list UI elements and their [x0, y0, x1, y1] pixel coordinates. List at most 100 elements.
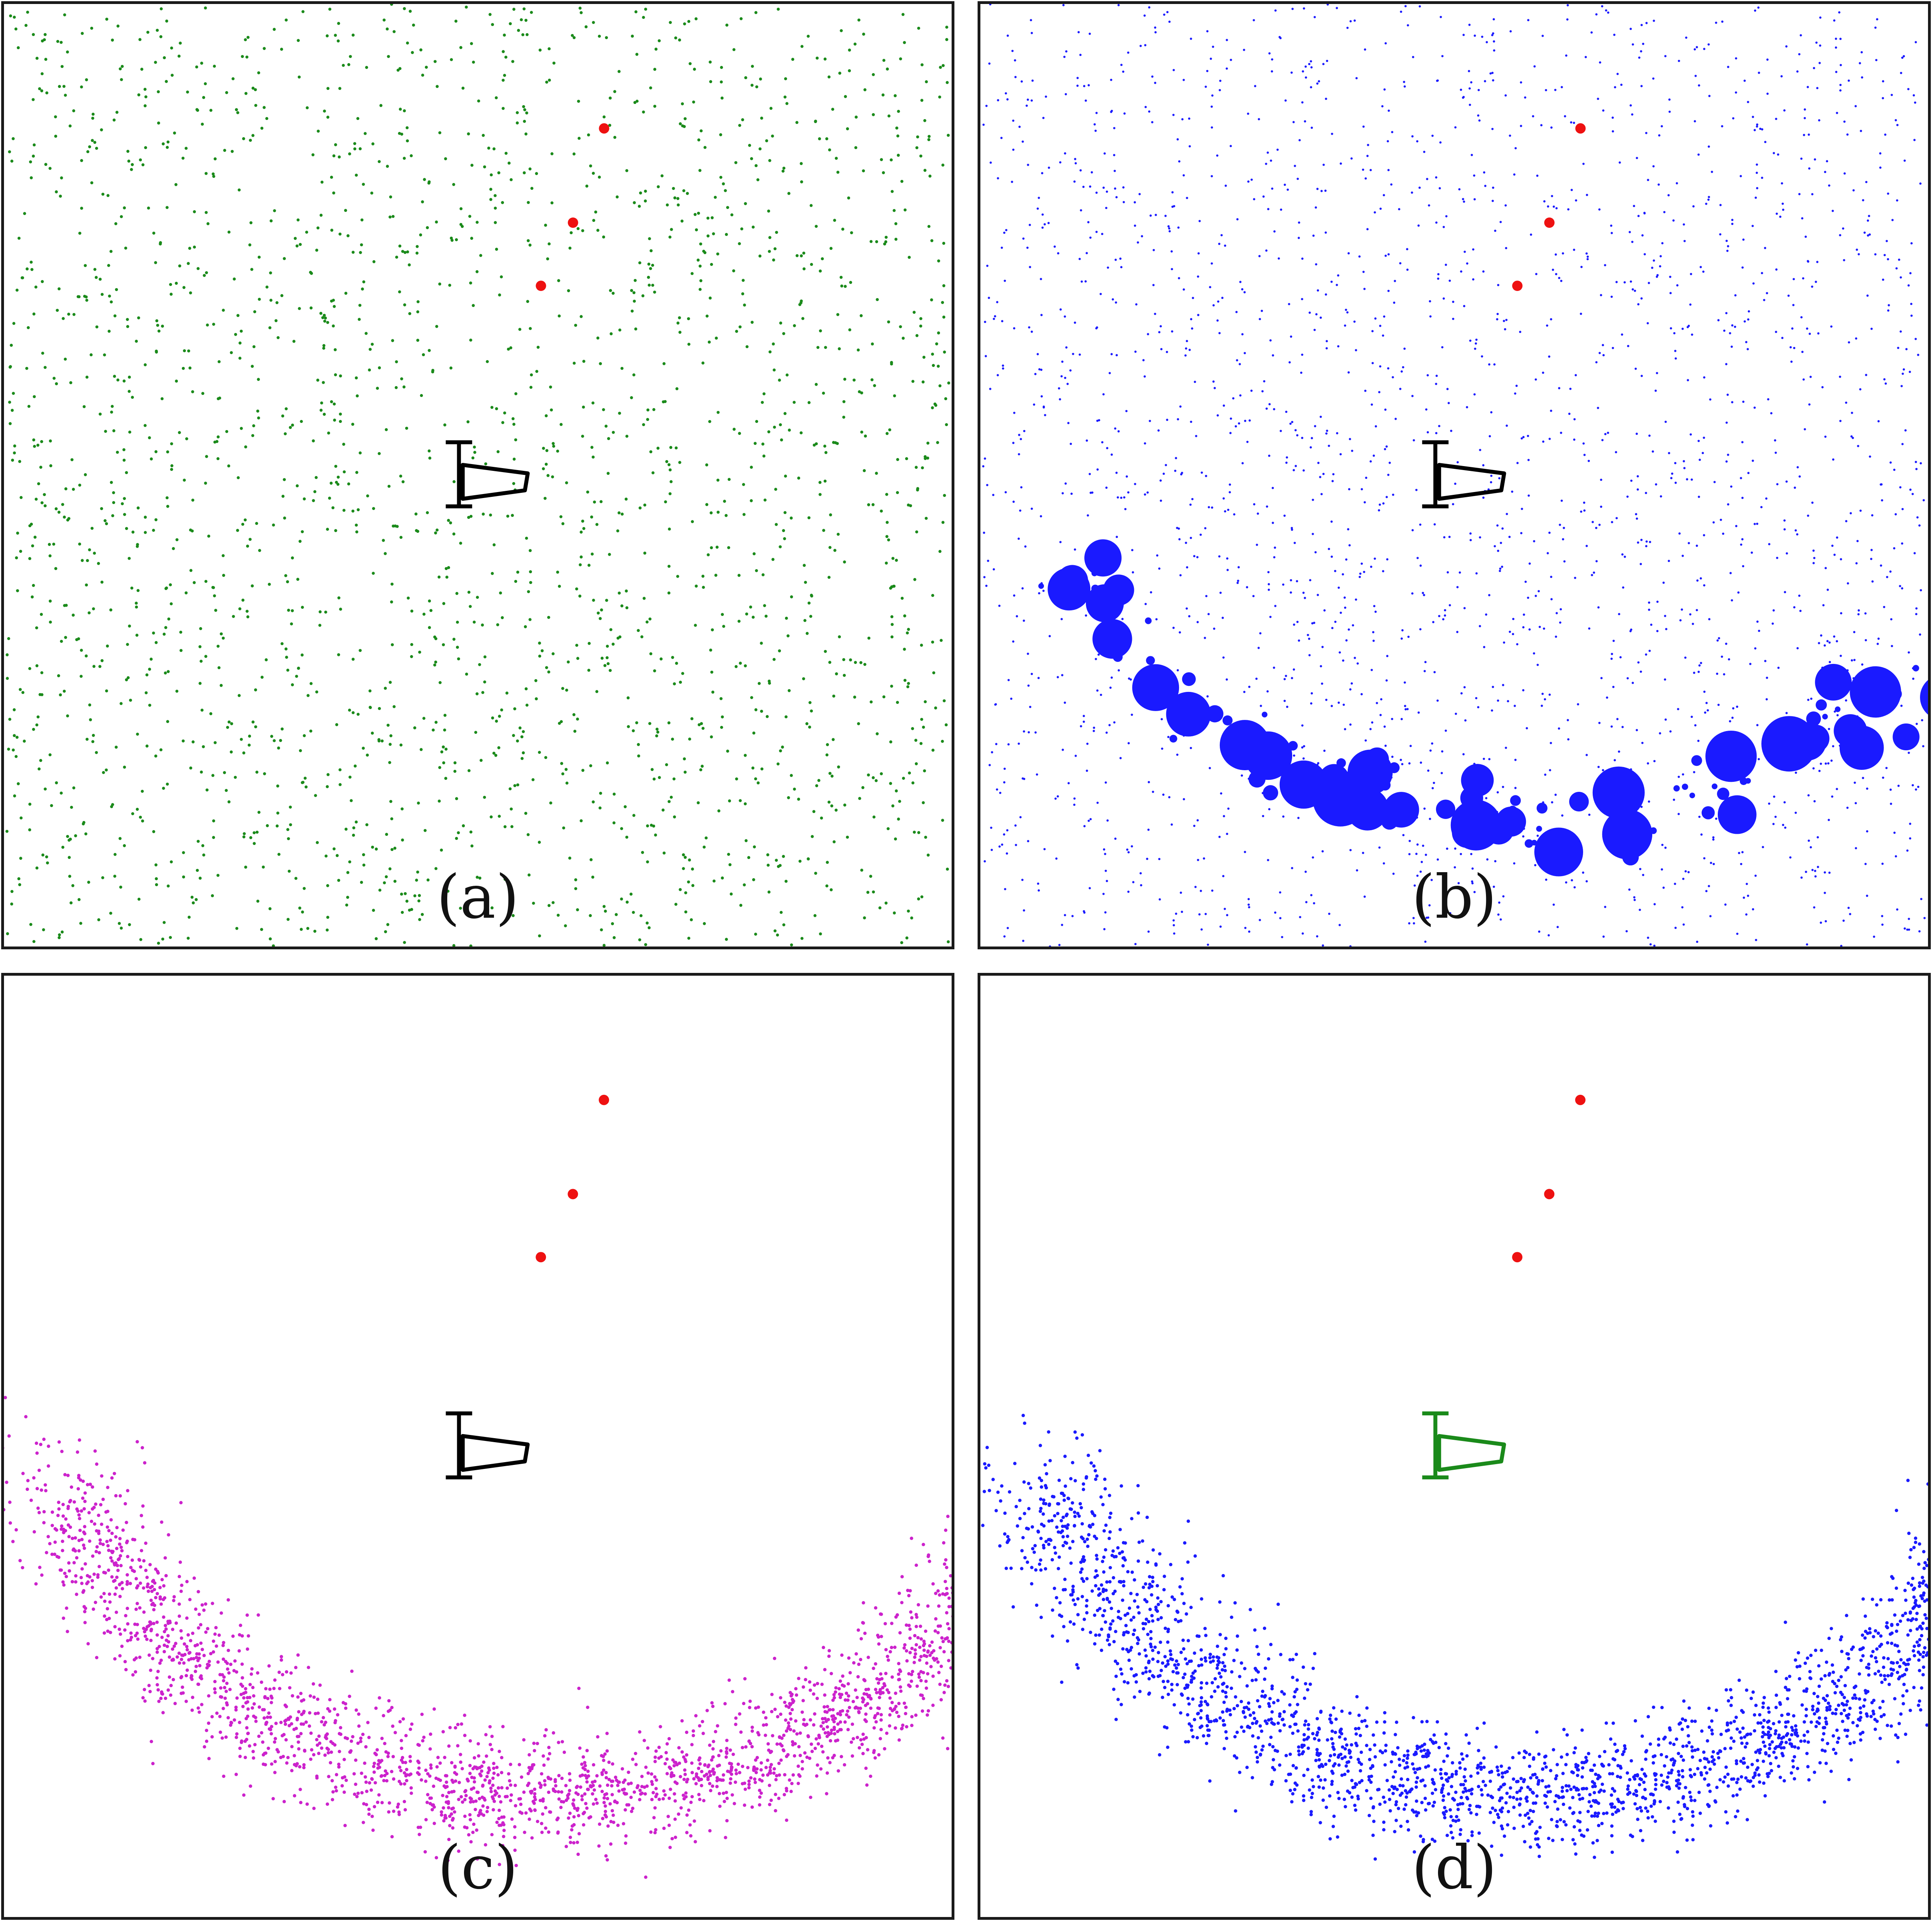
particle: [80, 85, 83, 89]
particle: [1003, 781, 1006, 784]
particle: [646, 418, 649, 421]
particle: [85, 583, 88, 587]
particle: [1105, 486, 1108, 489]
particle: [690, 918, 693, 921]
particle: [434, 531, 437, 535]
particle: [652, 408, 655, 411]
particle: [68, 856, 71, 859]
particle: [1828, 727, 1830, 730]
particle: [1699, 577, 1702, 580]
particle: [330, 400, 333, 403]
particle: [761, 401, 764, 404]
particle: [122, 448, 125, 451]
particle: [1540, 704, 1543, 707]
particle: [416, 530, 420, 533]
particle: [1775, 212, 1778, 215]
particle: [659, 657, 663, 661]
particle: [1104, 869, 1107, 872]
particle: [264, 1687, 268, 1691]
particle: [80, 207, 83, 210]
particle: [809, 204, 813, 207]
particle: [1330, 555, 1333, 558]
particle: [120, 702, 123, 705]
particle: [414, 512, 418, 516]
particle: [295, 484, 299, 488]
particle: [338, 87, 342, 90]
particle: [832, 1693, 836, 1696]
particle: [422, 717, 426, 720]
particle: [1386, 558, 1388, 561]
particle: [602, 1758, 605, 1762]
particle: [1807, 514, 1809, 517]
particle: [80, 159, 83, 162]
particle: [322, 347, 325, 350]
particle: [1567, 738, 1570, 741]
particle: [873, 1714, 877, 1718]
particle: [347, 482, 351, 486]
particle: [170, 468, 173, 471]
particle: [1534, 864, 1537, 867]
particle: [795, 121, 799, 124]
particle: [595, 1774, 599, 1778]
particle: [1795, 771, 1797, 774]
particle: [452, 638, 456, 641]
particle: [907, 909, 910, 913]
particle: [784, 77, 787, 80]
particle: [1131, 571, 1134, 574]
particle: [1012, 120, 1015, 122]
particle: [1623, 556, 1626, 558]
particle: [1563, 526, 1565, 529]
particle: [255, 522, 258, 525]
particle: [1662, 581, 1665, 584]
particle: [328, 1709, 332, 1713]
particle: [1745, 341, 1748, 343]
particle: [511, 417, 515, 420]
particle: [189, 291, 192, 295]
particle: [529, 570, 532, 574]
particle: [1060, 375, 1063, 378]
particle: [286, 580, 289, 584]
particle: [1387, 289, 1390, 292]
particle: [70, 901, 73, 905]
particle: [657, 39, 661, 42]
particle: [776, 933, 779, 937]
particle: [750, 157, 753, 160]
particle: [1456, 461, 1459, 464]
particle: [602, 1796, 606, 1800]
particle: [183, 478, 186, 482]
particle: [1809, 846, 1812, 849]
particle: [630, 309, 634, 313]
particle: [1659, 732, 1661, 735]
particle: [1734, 294, 1737, 297]
particle: [823, 479, 827, 483]
particle: [1668, 452, 1670, 454]
particle: [457, 657, 460, 661]
particle: [1536, 174, 1539, 177]
particle: [1088, 473, 1091, 475]
particle: [157, 90, 160, 94]
particle: [368, 348, 372, 351]
particle: [1656, 274, 1659, 277]
particle: [1097, 653, 1100, 656]
particle: [1369, 460, 1372, 463]
particle: [890, 615, 894, 618]
particle: [204, 655, 207, 658]
particle: [1811, 869, 1814, 871]
particle: [1449, 912, 1452, 915]
particle: [1505, 247, 1508, 249]
particle: [492, 543, 496, 546]
particle: [596, 336, 600, 340]
particle: [848, 328, 851, 331]
particle: [1743, 320, 1746, 323]
particle: [759, 1768, 763, 1772]
particle: [1054, 797, 1057, 800]
particle: [701, 1732, 705, 1736]
particle: [100, 293, 104, 296]
particle: [82, 1507, 86, 1511]
particle: [182, 1661, 186, 1665]
particle: [1604, 433, 1607, 435]
particle: [1364, 739, 1367, 742]
particle: [333, 847, 336, 851]
particle: [919, 324, 922, 328]
particle: [81, 32, 84, 35]
